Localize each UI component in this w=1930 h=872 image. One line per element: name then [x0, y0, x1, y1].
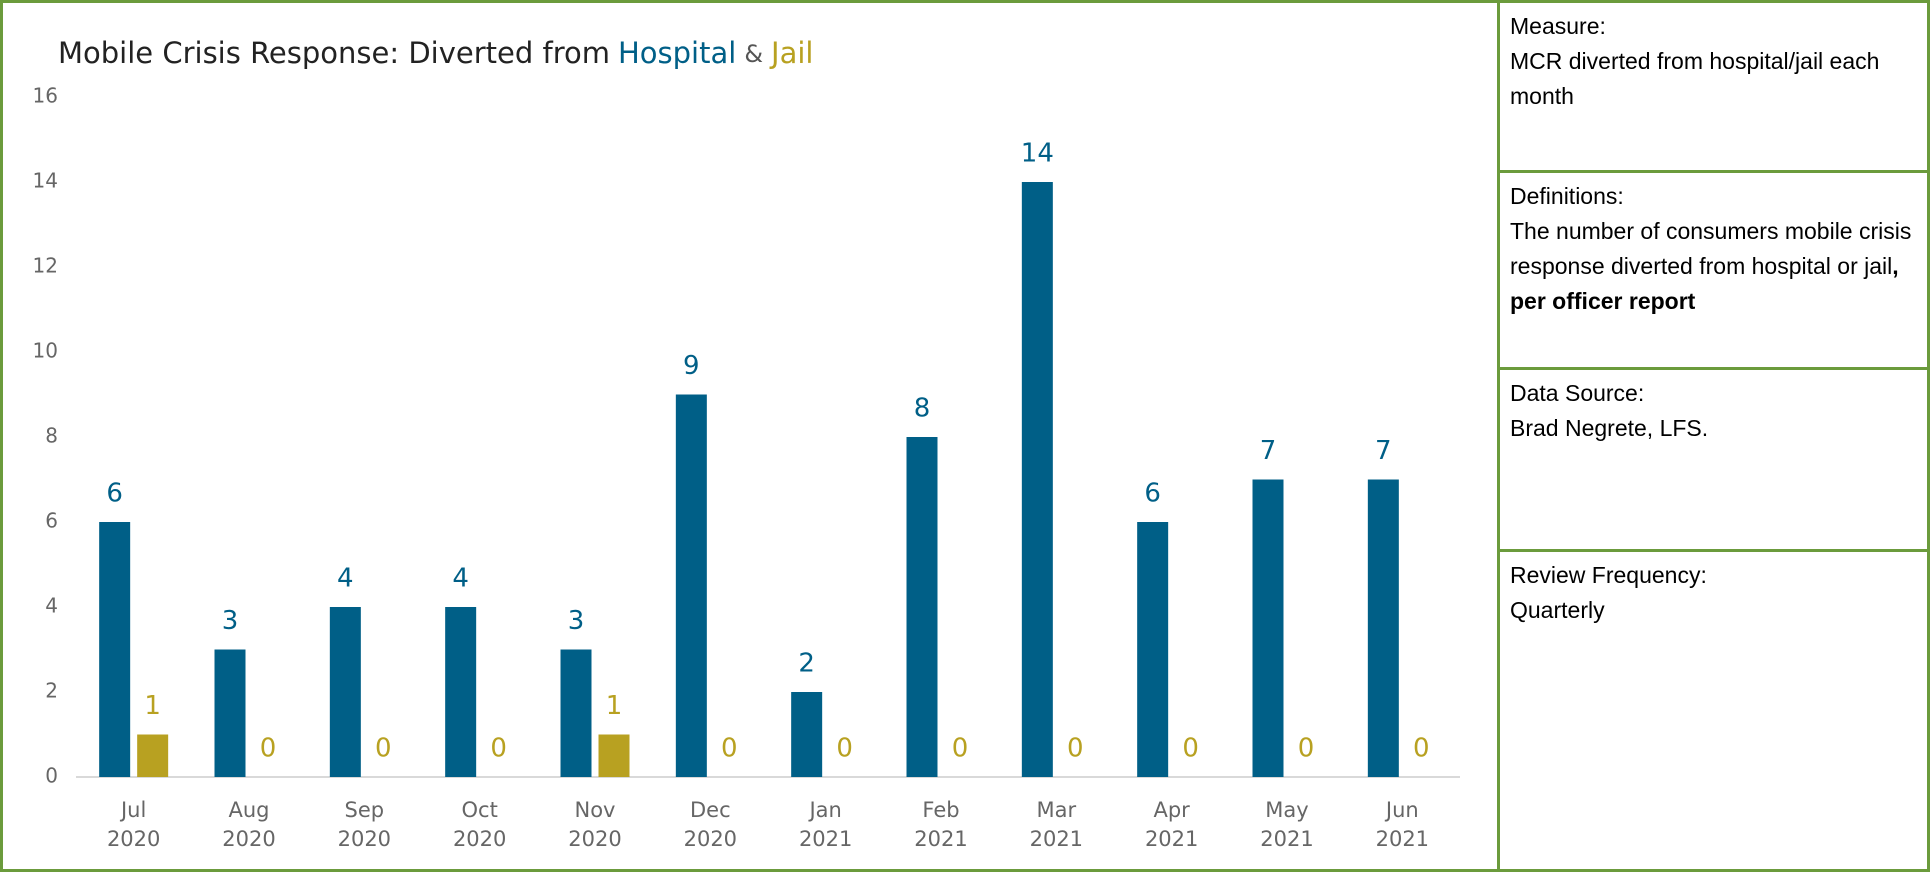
text: Brad Negrete, LFS. — [1510, 415, 1709, 441]
info-panel: Measure: MCR diverted from hospital/jail … — [1497, 3, 1930, 869]
data-label: 0 — [1298, 734, 1315, 764]
bar — [560, 649, 592, 777]
title-series: Jail — [769, 36, 813, 70]
x-tick-label: 2020 — [568, 827, 621, 851]
section-text: Brad Negrete, LFS. — [1510, 411, 1920, 446]
x-tick-label: 2020 — [222, 827, 275, 851]
x-tick-label: 2021 — [1030, 827, 1083, 851]
bar — [598, 734, 630, 777]
y-tick-label: 12 — [33, 254, 58, 278]
data-label: 1 — [144, 691, 161, 721]
x-tick-label: Mar — [1037, 798, 1077, 822]
text: Quarterly — [1510, 597, 1605, 623]
y-tick-label: 16 — [33, 84, 58, 108]
x-tick-label: 2020 — [107, 827, 160, 851]
x-tick-label: Apr — [1153, 798, 1190, 822]
panel-section: Definitions: The number of consumers mobi… — [1500, 173, 1930, 370]
data-label: 6 — [106, 479, 123, 509]
section-text: The number of consumers mobile crisis re… — [1510, 214, 1920, 319]
x-tick-label: 2021 — [914, 827, 967, 851]
bold-text: , per officer report — [1510, 253, 1899, 314]
x-tick-label: 2021 — [1376, 827, 1429, 851]
text: MCR diverted from hospital/jail each mon… — [1510, 48, 1880, 109]
x-tick-label: 2021 — [1145, 827, 1198, 851]
x-tick-label: Nov — [575, 798, 616, 822]
x-tick-label: 2020 — [338, 827, 391, 851]
x-tick-label: 2021 — [1260, 827, 1313, 851]
data-label: 0 — [721, 734, 738, 764]
data-label: 0 — [375, 734, 392, 764]
y-tick-label: 2 — [45, 679, 58, 703]
data-label: 9 — [683, 351, 700, 381]
chart: Mobile Crisis Response: Diverted from Hos… — [33, 36, 1460, 851]
section-text: Quarterly — [1510, 593, 1920, 628]
data-label: 0 — [490, 734, 507, 764]
data-label: 0 — [836, 734, 853, 764]
y-tick-label: 6 — [45, 509, 58, 533]
x-tick-label: 2020 — [453, 827, 506, 851]
y-tick-label: 4 — [45, 594, 58, 618]
bar — [791, 692, 823, 777]
chart-title: Mobile Crisis Response: Diverted from Hos… — [58, 36, 813, 70]
data-label: 0 — [1182, 734, 1199, 764]
bar — [137, 734, 169, 777]
y-tick-label: 8 — [45, 424, 58, 448]
y-tick-label: 10 — [33, 339, 58, 363]
section-label: Definitions: — [1510, 183, 1624, 209]
bar — [214, 649, 246, 777]
data-label: 3 — [222, 606, 239, 636]
data-label: 0 — [1067, 734, 1084, 764]
text: The number of consumers mobile crisis re… — [1510, 218, 1912, 279]
bar — [1137, 522, 1169, 777]
section-label: Review Frequency: — [1510, 562, 1707, 588]
section-text: MCR diverted from hospital/jail each mon… — [1510, 44, 1920, 114]
x-tick-label: Aug — [228, 798, 269, 822]
bar — [906, 437, 938, 777]
section-label: Data Source: — [1510, 380, 1645, 406]
data-label: 4 — [452, 564, 469, 594]
x-tick-label: Oct — [462, 798, 498, 822]
data-label: 0 — [952, 734, 969, 764]
title-series: Hospital — [618, 36, 736, 70]
bar — [1252, 479, 1284, 777]
x-tick-label: May — [1265, 798, 1308, 822]
x-tick-label: 2020 — [684, 827, 737, 851]
data-label: 8 — [914, 394, 931, 424]
panel-section: Measure: MCR diverted from hospital/jail … — [1500, 3, 1930, 173]
bar — [675, 394, 707, 777]
data-label: 7 — [1260, 436, 1277, 466]
bar — [1021, 182, 1053, 777]
bar — [329, 607, 361, 777]
data-label: 0 — [260, 734, 277, 764]
data-label: 0 — [1413, 734, 1430, 764]
data-label: 7 — [1375, 436, 1392, 466]
x-tick-label: Jun — [1384, 798, 1419, 822]
x-tick-label: Feb — [922, 798, 959, 822]
x-tick-label: 2021 — [799, 827, 852, 851]
panel-section: Review Frequency: Quarterly — [1500, 552, 1930, 869]
section-label: Measure: — [1510, 13, 1606, 39]
x-tick-label: Sep — [345, 798, 385, 822]
data-label: 1 — [606, 691, 623, 721]
y-tick-label: 0 — [45, 764, 58, 788]
x-tick-label: Jul — [119, 798, 146, 822]
data-label: 6 — [1144, 479, 1161, 509]
x-tick-label: Dec — [690, 798, 731, 822]
x-tick-label: Jan — [807, 798, 841, 822]
title-part: Mobile Crisis Response: Diverted from — [58, 36, 610, 70]
bar — [99, 522, 131, 777]
title-part: & — [744, 40, 763, 68]
data-label: 14 — [1021, 139, 1054, 169]
data-label: 2 — [798, 649, 815, 679]
panel-section: Data Source: Brad Negrete, LFS. — [1500, 370, 1930, 552]
bar — [1367, 479, 1399, 777]
data-label: 4 — [337, 564, 354, 594]
y-tick-label: 14 — [33, 169, 58, 193]
data-label: 3 — [568, 606, 585, 636]
bar — [445, 607, 477, 777]
